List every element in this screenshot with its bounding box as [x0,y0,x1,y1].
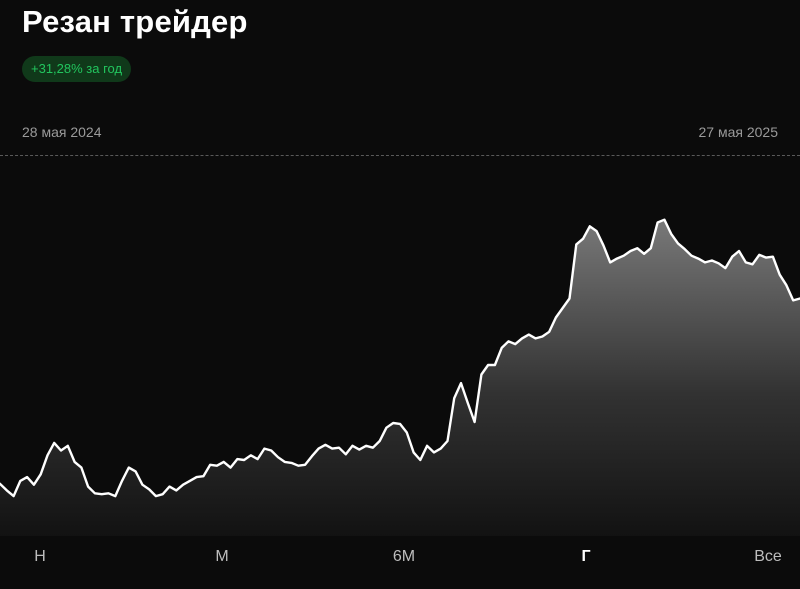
dashed-divider [0,155,800,156]
performance-chart[interactable] [0,156,800,536]
period-tab-week[interactable]: Н [34,548,46,565]
period-tab-year[interactable]: Г [581,548,591,565]
period-selector: Н М 6М Г Все [0,540,800,574]
period-tab-month[interactable]: М [215,548,229,565]
annual-return-badge: +31,28% за год [22,56,132,82]
fund-title: Резан трейдер [22,4,248,39]
period-tab-all[interactable]: Все [754,548,782,565]
chart-series-line [0,218,800,498]
range-start-date: 28 мая 2024 [22,124,102,140]
period-tab-6-months[interactable]: 6М [392,548,416,565]
range-end-date: 27 мая 2025 [698,124,779,140]
chart-area-fill [0,219,800,536]
